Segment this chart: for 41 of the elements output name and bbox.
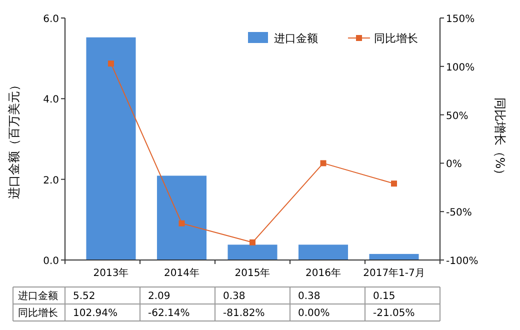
y2-axis-title: 同比增长（%） [493, 97, 507, 181]
y2-tick-label: -100% [446, 256, 478, 267]
y-axis-title: 进口金额（百万美元） [7, 79, 21, 199]
data-label: 0.15 [373, 291, 396, 302]
text: 进口金额 [18, 291, 58, 302]
x-tick-label: 2013年 [93, 267, 129, 279]
bar [86, 37, 136, 260]
legend-label: 进口金额 [274, 32, 318, 45]
point [108, 60, 114, 67]
bar [369, 254, 419, 260]
point [250, 239, 256, 246]
bar [298, 244, 348, 260]
y-tick-label: 4.0 [43, 94, 59, 106]
data-label: -81.82% [223, 308, 265, 319]
bar [228, 244, 278, 260]
y2-tick-label: 100% [446, 62, 475, 74]
legend-label: 同比增长 [374, 32, 418, 45]
y-tick-label: 6.0 [43, 14, 59, 25]
data-label: 102.94% [73, 308, 118, 319]
data-label: 0.00% [298, 308, 330, 319]
x-tick-label: 2017年1-7月 [363, 267, 425, 279]
y-tick-label: 0.0 [43, 256, 59, 267]
text: 同比增长 [18, 308, 58, 319]
y2-tick-label: 50% [446, 110, 468, 122]
data-label: -21.05% [373, 308, 415, 319]
data-label: 2.09 [148, 291, 170, 302]
point [391, 180, 398, 187]
data-label: -62.14% [148, 308, 190, 319]
y-tick-label: 2.0 [43, 175, 59, 186]
data-label: 0.38 [298, 291, 320, 302]
y2-tick-label: 150% [446, 14, 475, 25]
x-tick-label: 2016年 [306, 267, 341, 279]
point [320, 160, 326, 166]
data-label: 0.38 [223, 291, 246, 302]
y2-tick-label: 0% [446, 159, 462, 170]
data-label: 5.52 [73, 291, 96, 302]
x-tick-label: 2014年 [164, 267, 200, 279]
bar [156, 176, 207, 260]
y2-tick-label: -50% [446, 208, 472, 219]
point [178, 220, 185, 226]
x-tick-label: 2015年 [234, 267, 270, 279]
